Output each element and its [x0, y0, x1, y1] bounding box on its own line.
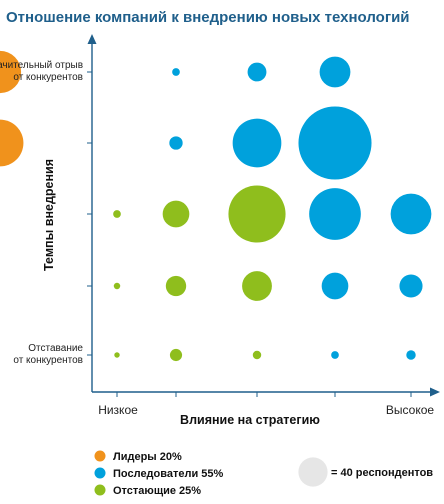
y-axis-arrow — [87, 34, 97, 44]
x-high-label: Высокое — [386, 403, 434, 417]
bubble — [114, 352, 120, 358]
legend-label: Последователи 55% — [113, 468, 224, 480]
bubble — [113, 210, 121, 218]
legend-marker — [94, 467, 106, 479]
bubble — [252, 350, 262, 360]
bubble — [0, 50, 22, 94]
y-axis-title: Темпы внедрения — [42, 159, 56, 271]
y-tick-label: от конкурентов — [13, 355, 83, 366]
bubble — [228, 185, 286, 243]
bubble — [321, 272, 349, 300]
legend: Лидеры 20% Последователи 55% Отстающие 25%… — [94, 450, 433, 497]
bubbles — [0, 50, 432, 362]
x-low-label: Низкое — [98, 403, 138, 417]
bubble — [232, 118, 282, 168]
legend-label: Отстающие 25% — [113, 485, 201, 497]
legend-marker — [94, 484, 106, 496]
bubble — [406, 350, 416, 360]
bubble — [390, 193, 432, 235]
bubble — [309, 188, 361, 240]
bubble — [113, 282, 121, 290]
bubble — [162, 200, 190, 228]
bubble — [165, 275, 187, 297]
bubble — [247, 62, 267, 82]
x-axis-arrow — [430, 387, 440, 397]
bubble — [0, 119, 24, 167]
legend-marker — [94, 450, 106, 462]
y-tick-label: Значительный отрыв — [0, 60, 83, 71]
y-tick-label: Отставание — [28, 343, 83, 354]
y-tick-label: от конкурентов — [13, 72, 83, 83]
bubble — [331, 351, 339, 359]
bubble — [399, 274, 423, 298]
size-reference-label: = 40 респондентов — [331, 467, 433, 479]
bubble — [319, 56, 351, 88]
bubble — [242, 271, 272, 301]
x-axis-title: Влияние на стратегию — [180, 413, 320, 427]
legend-label: Лидеры 20% — [113, 451, 182, 463]
bubble — [169, 136, 183, 150]
bubble — [172, 68, 180, 76]
size-reference-bubble — [298, 457, 328, 487]
axes — [87, 34, 440, 397]
chart-title: Отношение компаний к внедрению новых тех… — [6, 9, 410, 26]
bubble — [169, 348, 183, 362]
bubble — [298, 106, 372, 180]
